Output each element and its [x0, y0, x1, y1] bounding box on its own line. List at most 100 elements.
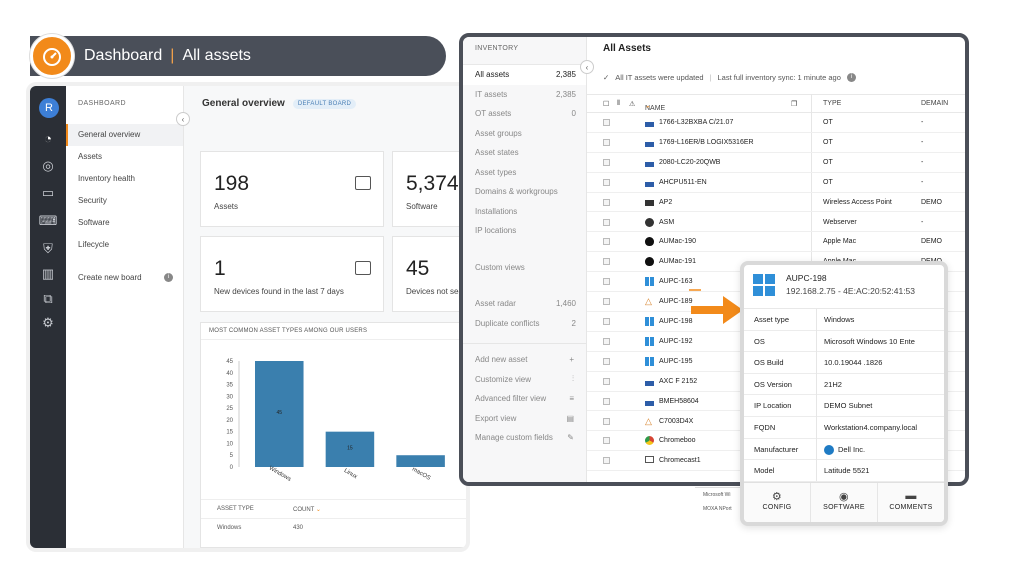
collapse-sidebar-button[interactable]: ‹ [176, 112, 190, 126]
col-asset-type[interactable]: ASSET TYPE [217, 506, 254, 512]
y-tick-label: 30 [226, 394, 233, 400]
code-icon[interactable]: ⌨ [38, 213, 58, 228]
info-icon[interactable]: i [164, 273, 173, 282]
row-checkbox[interactable] [603, 258, 610, 266]
sidebar-item-security[interactable]: Security [78, 196, 107, 205]
sidebar-item-inventory[interactable]: IP locations [475, 226, 517, 236]
row-checkbox[interactable] [603, 337, 610, 345]
col-type[interactable]: TYPE [823, 100, 842, 107]
sidebar-item-inventory[interactable]: OT assets 0 [475, 109, 576, 119]
field-value: Dell Inc. [824, 445, 940, 455]
table-row[interactable]: Windows 430 [201, 518, 466, 536]
detail-fields: Asset type Windows OS Microsoft Windows 10 … [744, 309, 944, 482]
assets-title: All Assets [603, 43, 651, 54]
row-checkbox[interactable] [603, 397, 610, 405]
table-row[interactable]: 2080-LC20-20QWB OT - [587, 153, 965, 173]
radar-icon[interactable]: ◎ [42, 158, 54, 173]
select-all-checkbox[interactable]: ☐ [603, 101, 610, 108]
inventory-action[interactable]: Customize view ⫶ [475, 374, 574, 384]
row-checkbox[interactable] [603, 318, 610, 325]
row-checkbox[interactable] [603, 437, 610, 445]
inventory-action[interactable]: Export view ▤ [475, 413, 574, 423]
stat-card-not-seen[interactable]: 45 Devices not seen [392, 236, 466, 312]
sidebar-item-inventory[interactable]: Asset states [475, 148, 519, 158]
col-count[interactable]: COUNT ⌄ [293, 506, 321, 513]
y-tick-label: 25 [226, 406, 233, 412]
avatar[interactable]: R [39, 98, 59, 118]
stat-card-software[interactable]: 5,374 Software [392, 151, 466, 227]
info-icon[interactable]: i [846, 73, 856, 82]
collapse-inventory-button[interactable]: ‹ [580, 60, 594, 74]
row-checkbox[interactable] [603, 357, 610, 365]
header-title: Dashboard [84, 47, 163, 64]
sidebar-item-inventory[interactable]: All assets 2,385 [463, 65, 586, 85]
sidebar-item-inventory[interactable]: Domains & workgroups [475, 187, 558, 197]
row-checkbox[interactable] [603, 218, 610, 226]
sidebar-item-software[interactable]: Software [78, 218, 110, 227]
row-checkbox[interactable] [603, 278, 610, 286]
stat-card-new-devices[interactable]: 1 New devices found in the last 7 days [200, 236, 384, 312]
table-row[interactable]: AHCPU511-EN OT - [587, 173, 965, 193]
asset-name: ASM [659, 218, 675, 226]
row-checkbox[interactable] [603, 138, 610, 146]
asset-name: C7003D4X [659, 417, 694, 425]
row-checkbox[interactable] [603, 377, 610, 385]
row-checkbox[interactable] [603, 417, 610, 425]
network-icon[interactable]: ⧉ [43, 291, 53, 306]
sidebar-item-duplicate-conflicts[interactable]: Duplicate conflicts 2 [475, 318, 576, 328]
sidebar-item-inventory[interactable]: Asset types [475, 167, 517, 177]
asset-name: 1766-L32BXBA C/21.07 [659, 119, 734, 126]
col-domain[interactable]: DEMAIN [921, 100, 949, 107]
sidebar-item-inventory[interactable]: Installations [475, 206, 518, 216]
sync-time: Last full inventory sync: 1 minute ago [717, 73, 841, 82]
stat-card-assets[interactable]: 198 Assets [200, 151, 384, 227]
dashboard-icon[interactable]: ◔ [44, 130, 52, 146]
tab-config[interactable]: ⚙ CONFIG [744, 483, 811, 522]
copy-icon[interactable]: ❐ [791, 101, 798, 108]
sidebar-item-inventory-health[interactable]: Inventory health [78, 174, 135, 183]
warning-column-icon[interactable]: ⚠ [629, 101, 636, 108]
asset-name: AHCPU511-EN [659, 178, 707, 186]
cell-count: 430 [293, 524, 304, 531]
table-row[interactable]: AUMac-190 Apple Mac DEMO [587, 232, 965, 253]
table-row[interactable]: ASM Webserver - [587, 213, 965, 233]
create-board-button[interactable]: Create new board i [78, 273, 173, 282]
status-column-icon[interactable]: ⦀ [617, 100, 621, 107]
row-checkbox[interactable] [603, 178, 610, 186]
monitor-icon[interactable]: ▭ [41, 185, 55, 200]
tab-comments[interactable]: ▬ COMMENTS [878, 483, 944, 522]
sidebar-item-custom-views[interactable]: Custom views [475, 262, 525, 272]
table-row[interactable]: AP2 Wireless Access Point DEMO [587, 193, 965, 213]
sidebar-item-inventory[interactable]: IT assets 2,385 [475, 89, 576, 99]
inventory-action[interactable]: Manage custom fields ✎ [475, 433, 574, 443]
inventory-heading: INVENTORY [463, 37, 586, 65]
report-icon[interactable]: ▥ [41, 266, 55, 281]
gear-icon[interactable]: ⚙ [42, 315, 54, 330]
sidebar-item-asset-radar[interactable]: Asset radar 1,460 [475, 299, 576, 309]
sidebar-item-general-overview[interactable]: General overview [66, 124, 183, 146]
row-checkbox[interactable] [603, 198, 610, 206]
sidebar-item-inventory[interactable]: Asset groups [475, 128, 522, 138]
sidebar-item-assets[interactable]: Assets [78, 152, 103, 161]
row-checkbox[interactable] [603, 119, 610, 126]
asset-name: AUPC-163 [659, 278, 693, 286]
asset-domain: - [921, 158, 924, 166]
table-row[interactable]: 1766-L32BXBA C/21.07 OT - [587, 113, 965, 133]
shield-icon[interactable]: ⛨ [43, 241, 53, 256]
asset-domain: - [921, 138, 924, 146]
row-checkbox[interactable] [603, 238, 610, 246]
detail-header: AUPC-198 192.168.2.75 - 4E:AC:20:52:41:5… [744, 265, 944, 309]
table-row[interactable]: 1769-L16ER/B LOGIX5316ER OT - [587, 133, 965, 153]
sidebar-item-lifecycle[interactable]: Lifecycle [78, 240, 110, 249]
row-checkbox[interactable] [603, 457, 610, 465]
inventory-action[interactable]: Add new asset + [475, 355, 574, 365]
header-bar: Dashboard | All assets [30, 36, 446, 76]
row-checkbox[interactable] [603, 158, 610, 166]
tab-software[interactable]: ◉ SOFTWARE [811, 483, 878, 522]
linux-icon: △ [645, 415, 652, 426]
row-checkbox[interactable] [603, 298, 610, 306]
inventory-action[interactable]: Advanced filter view ≡ [475, 394, 574, 404]
asset-detail-card: AUPC-198 192.168.2.75 - 4E:AC:20:52:41:5… [740, 261, 948, 526]
y-tick-label: 45 [226, 359, 233, 365]
sync-status: ✓ All IT assets were updated | Last full… [603, 73, 856, 82]
